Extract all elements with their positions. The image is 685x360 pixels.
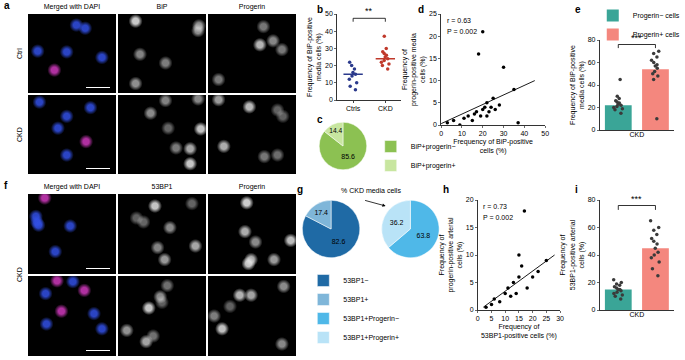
svg-text:0: 0: [433, 121, 437, 128]
html-text:f: f: [4, 180, 8, 191]
html-text:BiP: BiP: [156, 3, 168, 10]
svg-text:20: 20: [588, 104, 596, 111]
svg-text:CKD: CKD: [629, 131, 644, 138]
html-text:53BP1: 53BP1: [151, 183, 173, 190]
svg-text:e: e: [575, 4, 581, 15]
svg-text:10: 10: [458, 130, 466, 137]
svg-text:17.4: 17.4: [314, 209, 328, 216]
svg-text:20: 20: [529, 315, 537, 322]
svg-text:CKD: CKD: [378, 105, 393, 112]
svg-text:Frequency ofprogerin-positive: Frequency ofprogerin-positive arterialce…: [438, 217, 464, 293]
svg-text:P = 0.002: P = 0.002: [447, 28, 477, 35]
svg-text:15: 15: [429, 55, 437, 62]
svg-text:Progerin− cells: Progerin− cells: [633, 12, 680, 20]
html-text:Progerin: Progerin: [238, 183, 266, 190]
svg-text:53BP1+Progerin−: 53BP1+Progerin−: [343, 315, 399, 323]
svg-text:85.6: 85.6: [341, 153, 355, 160]
svg-text:10: 10: [429, 77, 437, 84]
svg-text:c: c: [317, 114, 323, 125]
svg-text:80: 80: [588, 196, 596, 203]
svg-text:CKD: CKD: [629, 311, 644, 318]
svg-text:20: 20: [429, 33, 437, 40]
svg-text:d: d: [418, 4, 424, 15]
svg-text:% CKD media cells: % CKD media cells: [341, 187, 401, 194]
svg-text:Frequency of53BP1-positive art: Frequency of53BP1-positive arterialcells…: [559, 219, 585, 290]
svg-text:50: 50: [325, 10, 333, 17]
svg-text:***: ***: [631, 194, 642, 204]
svg-text:14.4: 14.4: [329, 127, 342, 134]
svg-text:20: 20: [588, 279, 596, 286]
svg-text:0: 0: [592, 126, 596, 133]
svg-text:53BP1−: 53BP1−: [343, 277, 368, 284]
svg-text:30: 30: [556, 315, 564, 322]
html-text:a: a: [4, 0, 10, 11]
svg-text:20: 20: [325, 62, 333, 69]
svg-text:0: 0: [592, 306, 596, 313]
svg-text:Frequency of53BP1-positive cel: Frequency of53BP1-positive cells (%): [481, 323, 557, 340]
svg-text:10: 10: [325, 79, 333, 86]
svg-text:40: 40: [520, 130, 528, 137]
svg-text:BiP+progerin−: BiP+progerin−: [411, 143, 456, 151]
svg-text:Frequency of BiP-positivecells: Frequency of BiP-positivecells (%): [453, 138, 533, 155]
svg-text:36.2: 36.2: [390, 219, 404, 226]
svg-text:0: 0: [476, 315, 480, 322]
svg-text:40: 40: [588, 81, 596, 88]
html-text:Merged with DAPI: Merged with DAPI: [43, 183, 101, 190]
svg-text:0: 0: [439, 130, 443, 137]
svg-text:15: 15: [466, 224, 474, 231]
svg-text:80: 80: [588, 36, 596, 43]
svg-text:53BP1+: 53BP1+: [343, 296, 368, 303]
html-text:CKD: CKD: [16, 267, 23, 283]
svg-text:0: 0: [470, 306, 474, 313]
svg-text:25: 25: [429, 10, 437, 17]
svg-text:h: h: [443, 184, 449, 195]
svg-text:20: 20: [479, 130, 487, 137]
svg-text:50: 50: [541, 130, 549, 137]
svg-text:60: 60: [588, 224, 596, 231]
svg-text:40: 40: [325, 28, 333, 35]
svg-text:**: **: [365, 6, 373, 16]
svg-text:5: 5: [433, 99, 437, 106]
svg-text:g: g: [297, 184, 303, 195]
svg-text:Ctrls: Ctrls: [346, 105, 361, 112]
html-text:Ctrl: Ctrl: [16, 48, 23, 59]
svg-text:82.6: 82.6: [332, 238, 346, 245]
svg-text:BiP+progerin+: BiP+progerin+: [411, 162, 456, 170]
svg-text:20: 20: [466, 196, 474, 203]
svg-text:r = 0.63: r = 0.63: [447, 17, 471, 24]
svg-text:30: 30: [500, 130, 508, 137]
svg-text:60: 60: [588, 59, 596, 66]
svg-text:10: 10: [466, 251, 474, 258]
svg-text:i: i: [575, 184, 578, 195]
svg-text:40: 40: [588, 251, 596, 258]
svg-text:53BP1+Progerin+: 53BP1+Progerin+: [343, 334, 399, 342]
svg-text:b: b: [317, 4, 323, 15]
svg-text:r = 0.73: r = 0.73: [483, 203, 507, 210]
svg-text:Progerin+ cells: Progerin+ cells: [633, 31, 680, 39]
svg-text:30: 30: [325, 45, 333, 52]
html-text:CKD: CKD: [16, 127, 23, 142]
svg-text:5: 5: [470, 279, 474, 286]
svg-text:***: ***: [631, 33, 642, 43]
html-text:Progerin: Progerin: [238, 3, 266, 10]
html-text:Merged with DAPI: Merged with DAPI: [43, 3, 101, 10]
svg-text:15: 15: [515, 315, 523, 322]
svg-text:Frequency of BiP-positivemedia: Frequency of BiP-positivemedia cells (%): [306, 17, 323, 97]
svg-text:Frequency of BiP-positivemedia: Frequency of BiP-positivemedia cells (%): [569, 45, 586, 125]
svg-text:0: 0: [329, 96, 333, 103]
svg-text:P = 0.002: P = 0.002: [483, 214, 513, 221]
svg-text:10: 10: [501, 315, 509, 322]
svg-text:63.8: 63.8: [417, 232, 431, 239]
svg-text:Frequency ofprogerin-positive: Frequency ofprogerin-positive mediacells…: [401, 33, 427, 106]
svg-text:5: 5: [490, 315, 494, 322]
svg-text:25: 25: [542, 315, 550, 322]
